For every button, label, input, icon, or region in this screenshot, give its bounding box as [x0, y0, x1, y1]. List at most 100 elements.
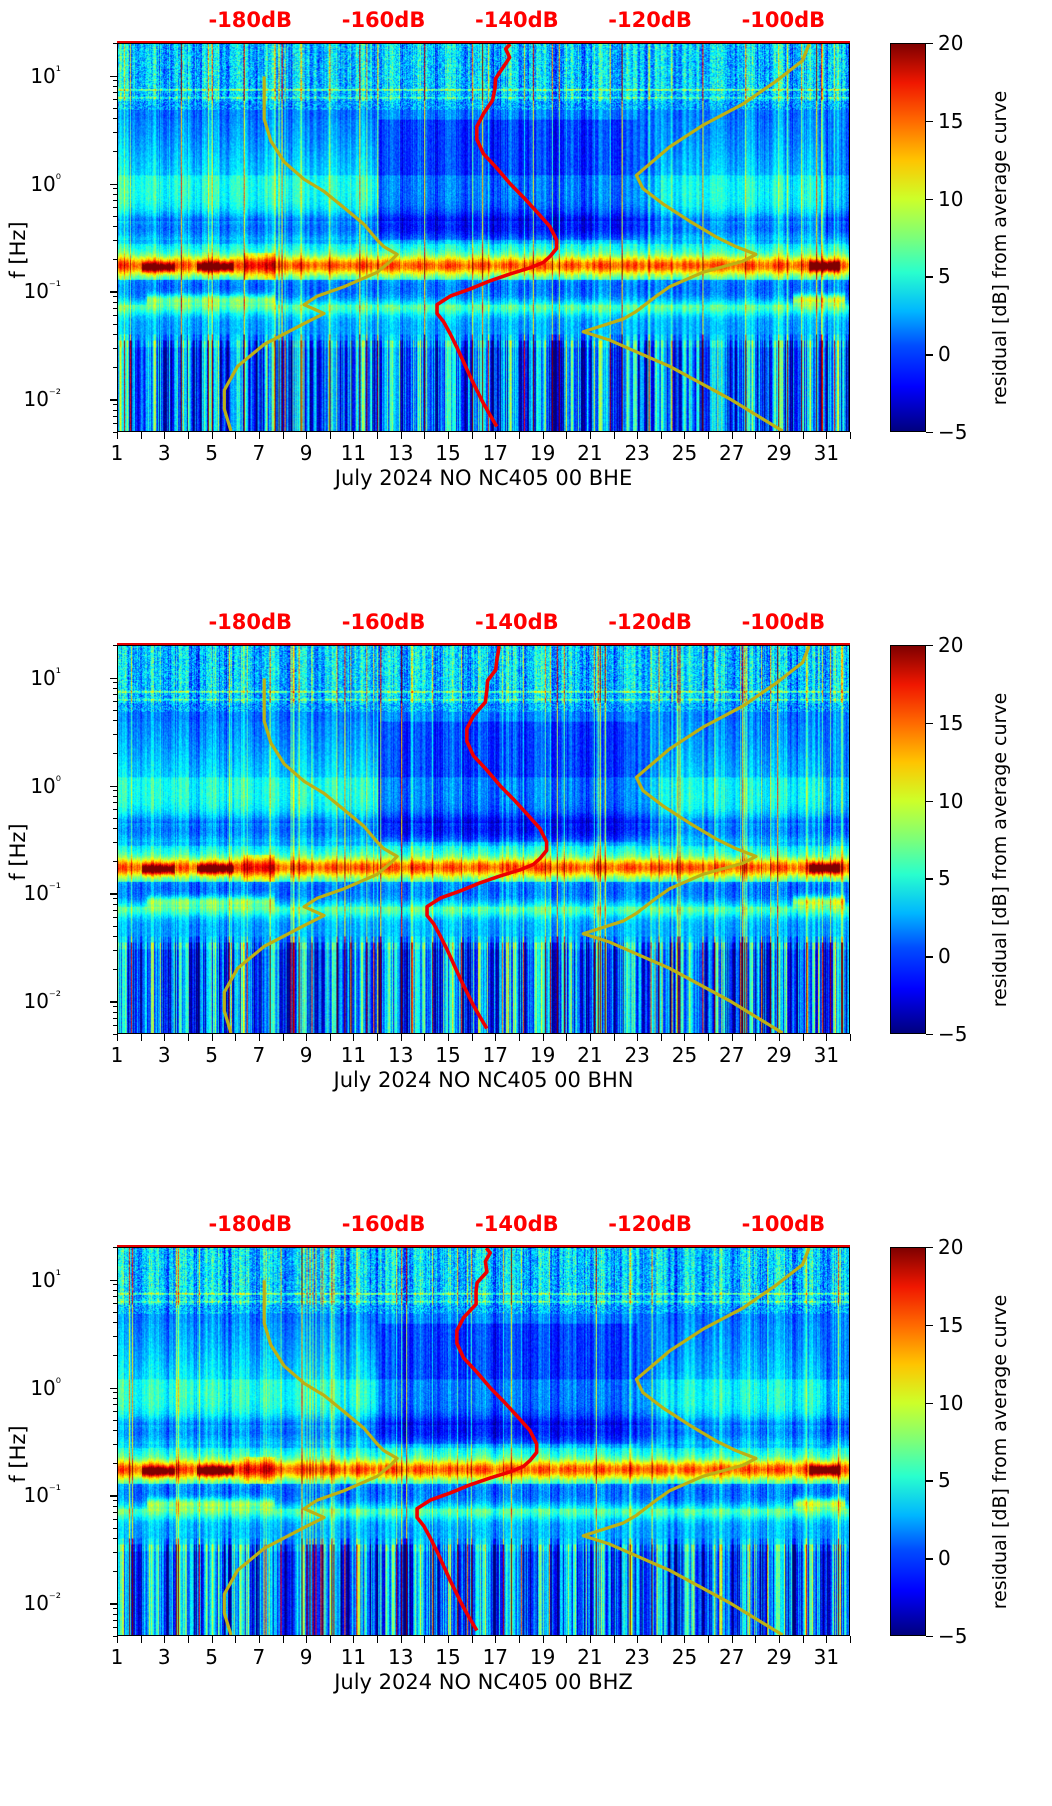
colorbar-tick-label-3: 5: [938, 1468, 951, 1493]
y-axis-label-wrap: f [Hz]: [6, 1204, 56, 1684]
top-db-tick-label-3: -120dB: [608, 8, 692, 32]
x-tick: [448, 1034, 450, 1041]
colorbar-tick-label-5: −5: [938, 1022, 968, 1046]
x-tick: [187, 1034, 189, 1041]
x-tick: [377, 1034, 379, 1041]
x-tick: [566, 1034, 568, 1041]
y-tick-minor: [113, 1018, 117, 1020]
x-tick: [589, 1636, 591, 1643]
x-tick: [117, 432, 118, 439]
y-tick-minor: [113, 841, 117, 843]
y-tick-label-1: 10⁰: [30, 773, 61, 798]
x-tick: [802, 432, 804, 439]
x-tick: [518, 432, 520, 439]
colorbar-tick: [926, 878, 933, 880]
nhnm-high-curve: [581, 1248, 811, 1635]
colorbar-tick-label-3: 5: [938, 866, 951, 891]
x-tick: [566, 432, 568, 439]
y-tick-major: [110, 291, 117, 293]
colorbar-ticks: 20 15 10 5 0 −5: [926, 1235, 1016, 1648]
x-tick-label-13: 13: [388, 1645, 414, 1669]
y-tick-minor: [113, 118, 117, 120]
y-tick-minor: [113, 1296, 117, 1298]
x-tick: [589, 432, 591, 439]
x-tick-label-21: 21: [577, 441, 603, 465]
x-tick: [471, 432, 473, 439]
y-tick-minor: [113, 809, 117, 811]
x-tick: [211, 1034, 213, 1041]
y-tick-minor: [113, 1392, 117, 1394]
top-db-tick-label-0: -180dB: [208, 610, 293, 634]
x-tick: [637, 1034, 639, 1041]
x-tick-label-23: 23: [624, 1645, 650, 1669]
x-tick: [117, 1034, 118, 1041]
y-tick-minor: [113, 216, 117, 217]
station-psd-curve: [415, 1248, 539, 1632]
y-tick-label-1: 10⁰: [30, 171, 61, 196]
x-tick-label-25: 25: [671, 1043, 698, 1067]
colorbar-tick-label-1: 15: [938, 1312, 964, 1337]
y-tick-minor: [113, 903, 117, 905]
top-red-axis-line: [117, 643, 850, 646]
x-tick: [518, 1034, 520, 1041]
y-tick-minor: [113, 710, 117, 712]
x-tick: [518, 1636, 520, 1643]
x-tick: [637, 1636, 639, 1643]
y-tick-minor: [113, 308, 117, 310]
top-db-tick-label-1: -160dB: [341, 610, 426, 634]
y-axis-label: f [Hz]: [6, 823, 30, 881]
x-tick: [258, 432, 260, 439]
x-axis-ticks: 1 3 5 7 9 11 13 15 17 19 21 23 25 27 29 31: [0, 1636, 1052, 1670]
x-tick: [542, 432, 544, 439]
panel-bhn: -180dB -160dB -140dB -120dB -100dB 10¹ 10⁰ 10⁻…: [0, 602, 1052, 1204]
x-tick-label-13: 13: [388, 1043, 414, 1067]
top-db-tick-label-2: -140dB: [475, 1212, 559, 1236]
x-tick-label-11: 11: [340, 1043, 367, 1067]
spectrogram-axes[interactable]: [117, 645, 850, 1034]
x-tick: [282, 432, 284, 439]
colorbar-tick: [926, 1247, 933, 1249]
x-tick-label-5: 5: [205, 1043, 218, 1067]
y-tick-minor: [113, 409, 117, 411]
colorbar-tick-label-2: 10: [938, 788, 964, 813]
nlnm-low-curve: [222, 1280, 399, 1635]
y-tick-minor: [113, 1519, 117, 1521]
x-tick-label-11: 11: [340, 1645, 367, 1669]
spectrogram-axes[interactable]: [117, 43, 850, 432]
y-tick-minor: [113, 1608, 117, 1610]
x-tick-label-31: 31: [813, 441, 840, 465]
y-tick-minor: [113, 1538, 117, 1540]
x-tick-label-3: 3: [157, 1645, 171, 1669]
colorbar-tick: [926, 722, 933, 725]
y-tick-major: [110, 399, 117, 401]
y-tick-minor: [113, 949, 117, 951]
y-tick-label-1: 10⁰: [30, 1375, 61, 1400]
x-tick: [306, 1636, 308, 1643]
y-tick-minor: [113, 1034, 117, 1035]
panel-bhe: -180dB -160dB -140dB -120dB -100dB 10¹ 10⁰ 10⁻…: [0, 0, 1052, 602]
x-tick-label-15: 15: [435, 1043, 461, 1067]
station-psd-curve: [425, 646, 549, 1030]
spectrogram-axes[interactable]: [117, 1247, 850, 1636]
colorbar-tick: [926, 1636, 933, 1638]
y-tick-minor: [113, 910, 117, 912]
x-tick-label-23: 23: [624, 441, 650, 465]
colorbar-label-wrap: residual [dB] from average curve: [985, 43, 1015, 432]
y-tick-label-3: 10⁻²: [23, 387, 61, 412]
y-tick-minor: [113, 315, 117, 317]
y-tick-minor: [113, 131, 117, 133]
y-axis-label: f [Hz]: [6, 221, 30, 279]
top-db-tick-label-4: -100dB: [741, 610, 826, 634]
x-tick: [258, 1034, 260, 1041]
x-tick-label-3: 3: [157, 1043, 171, 1067]
y-tick-minor: [113, 733, 117, 735]
y-tick-minor: [113, 701, 117, 703]
x-tick: [187, 1636, 189, 1643]
y-tick-major: [110, 1387, 117, 1389]
x-tick-label-7: 7: [252, 441, 266, 465]
x-tick: [471, 1034, 473, 1041]
x-tick: [306, 1034, 308, 1041]
top-red-axis-line: [117, 1245, 850, 1248]
colorbar-label-wrap: residual [dB] from average curve: [985, 645, 1015, 1034]
